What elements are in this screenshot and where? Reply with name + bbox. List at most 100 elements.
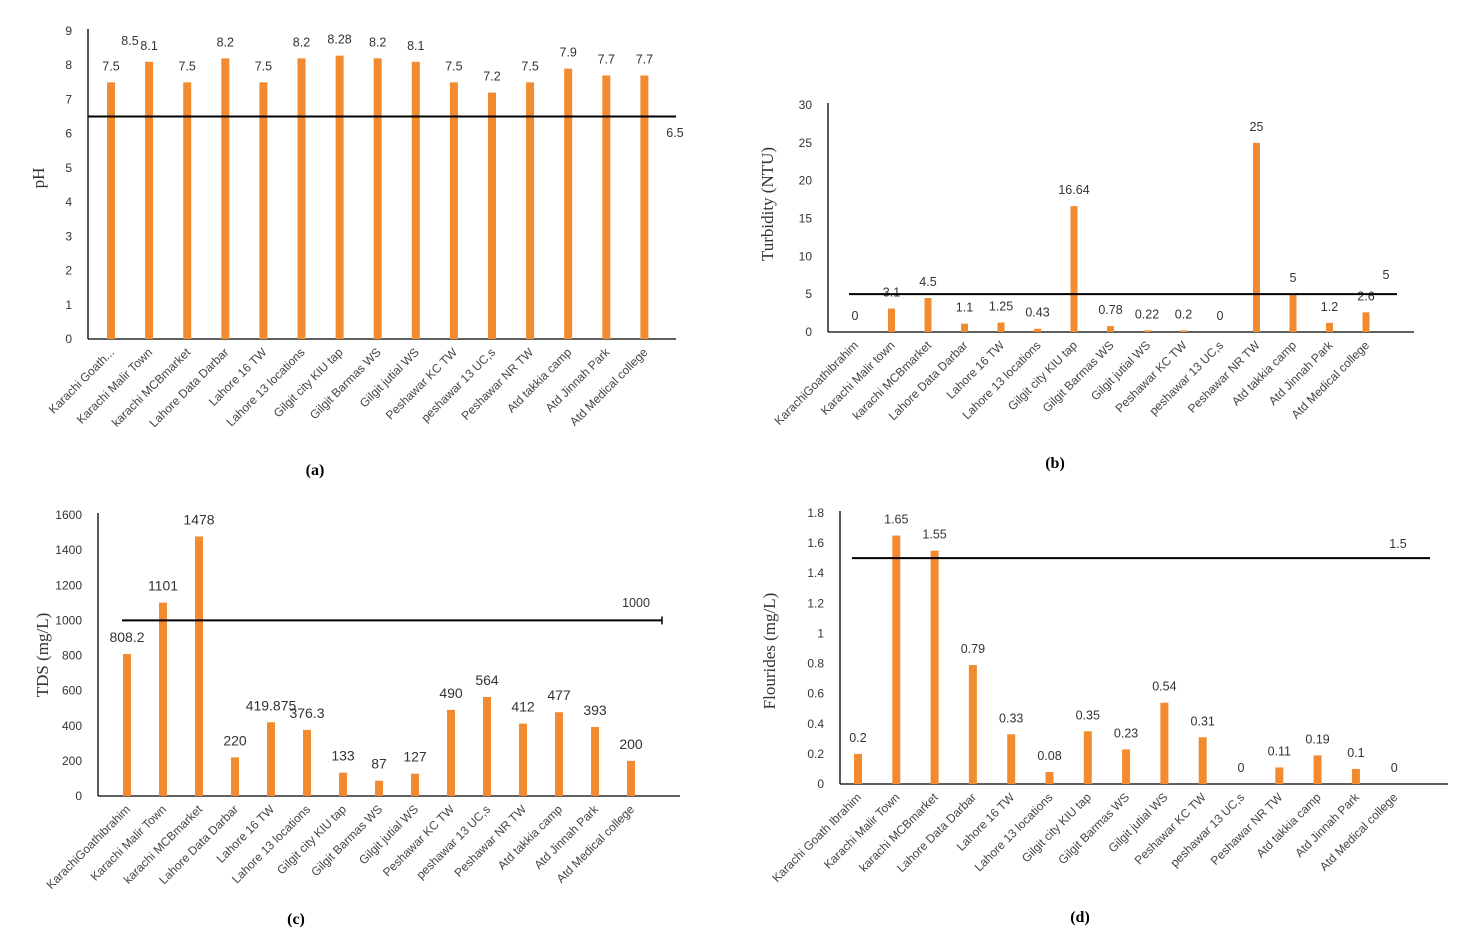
- bar-value-label: 7.2: [483, 70, 500, 84]
- bar: [1045, 771, 1054, 784]
- bar-value-label: 0.31: [1191, 714, 1215, 728]
- bar: [488, 92, 496, 339]
- bar-value-label: 0.08: [1037, 749, 1061, 763]
- y-tick-label: 4: [65, 195, 72, 209]
- y-tick-label: 200: [62, 754, 82, 768]
- y-tick-label: 0: [65, 332, 72, 346]
- bar: [526, 82, 535, 339]
- bar: [267, 722, 275, 796]
- bar-value-label: 7.5: [102, 59, 119, 73]
- bar-value-label: 0: [1391, 761, 1398, 775]
- bar: [1083, 731, 1092, 784]
- bar-value-label: 2.6: [1357, 289, 1374, 303]
- bar-value-label: 0: [852, 309, 859, 323]
- y-tick-label: 0: [805, 325, 812, 339]
- bar: [1107, 326, 1114, 332]
- bar-value-label: 1.2: [1321, 300, 1338, 314]
- bar: [183, 82, 192, 339]
- category-label: Gilgit Barmas WS: [1055, 790, 1132, 867]
- y-tick-label: 400: [62, 719, 82, 733]
- bar: [107, 82, 115, 339]
- bar-value-label: 3.1: [883, 286, 900, 300]
- bar-value-label: 0.54: [1152, 680, 1176, 694]
- bar-value-label: 1.1: [956, 301, 973, 315]
- panel-label: (d): [1070, 909, 1090, 926]
- chart-panel-d: 0 0.2 0.4 0.6 0.8 1 1.2 1.4 1.6 1.8 Flourides (mg/…: [760, 506, 1448, 926]
- y-tick-label: 0.8: [807, 657, 824, 671]
- bar-value-label: 1478: [183, 511, 214, 527]
- bar: [231, 757, 239, 796]
- bar-value-label: 8.28: [327, 33, 351, 47]
- y-tick-label: 1.4: [807, 566, 824, 580]
- bar-value-label: 0.19: [1305, 732, 1329, 746]
- bar-value-label: 808.2: [109, 629, 144, 645]
- bar: [1289, 294, 1297, 332]
- bar-value-label: 16.64: [1058, 183, 1089, 197]
- bar-value-label: 0.23: [1114, 726, 1138, 740]
- y-tick-label: 0: [817, 777, 824, 791]
- bar-value-label: 0: [1217, 309, 1224, 323]
- bar: [195, 536, 203, 796]
- bar-value-label: 0.35: [1076, 708, 1100, 722]
- bar: [373, 58, 382, 339]
- threshold-label: 1000: [622, 596, 650, 610]
- y-tick-label: 1: [817, 626, 824, 640]
- bar-value-label: 0.43: [1025, 306, 1049, 320]
- bar-value-label: 4.5: [919, 275, 936, 289]
- y-tick-label: 800: [62, 649, 82, 663]
- chart-panel-c: 0 200 400 600 800 1000 1200 1400 1600 TDS (mg/L) 8…: [33, 508, 680, 928]
- bar: [259, 82, 268, 339]
- bar: [1143, 330, 1151, 332]
- category-label: Gilgit city KIU tap: [1019, 790, 1094, 865]
- y-tick-label: 30: [799, 98, 813, 112]
- bar: [1160, 702, 1169, 784]
- bar-value-label: 0.78: [1098, 303, 1122, 317]
- y-axis-label: TDS (mg/L): [33, 613, 52, 698]
- category-label: Gilgit city KIU tap: [271, 345, 346, 420]
- category-label: Atd takkia camp: [1229, 338, 1299, 408]
- bar: [449, 82, 458, 339]
- bar: [1070, 206, 1078, 332]
- bar: [924, 297, 932, 332]
- category-label: Atd Jinnah Park: [1266, 338, 1337, 409]
- bar: [892, 535, 901, 784]
- bar-value-label: 7.5: [255, 59, 272, 73]
- bar-value-label: 0.33: [999, 711, 1023, 725]
- bar-value-label: 0.79: [961, 642, 985, 656]
- y-tick-label: 7: [65, 92, 72, 106]
- y-tick-label: 1000: [55, 613, 82, 627]
- bar: [519, 723, 527, 796]
- y-tick-label: 3: [65, 229, 72, 243]
- bar-value-label: 25: [1250, 120, 1264, 134]
- bar-value-label: 8.1: [407, 39, 424, 53]
- bar: [1034, 328, 1041, 332]
- bar: [1122, 749, 1131, 784]
- bar: [1275, 767, 1284, 784]
- y-tick-label: 1.8: [807, 506, 824, 520]
- bar-value-label: 7.5: [445, 59, 462, 73]
- bar: [1198, 737, 1207, 784]
- bar: [335, 55, 344, 339]
- y-tick-label: 0.2: [807, 747, 824, 761]
- y-tick-label: 1600: [55, 508, 82, 522]
- bar-value-label: 7.7: [636, 52, 653, 66]
- bar-value-label: 393: [583, 702, 607, 718]
- bar: [303, 729, 311, 796]
- threshold-label: 6.5: [666, 126, 683, 140]
- y-tick-label: 1.2: [807, 596, 824, 610]
- bar-value-label: 0.2: [1175, 307, 1192, 321]
- panel-label: (b): [1045, 455, 1065, 472]
- bar-value-label: 490: [439, 685, 463, 701]
- extra-value-label: 8.5: [121, 34, 138, 48]
- bar-value-label: 0.22: [1135, 307, 1159, 321]
- y-tick-label: 5: [805, 287, 812, 301]
- bar: [627, 760, 635, 796]
- bar-value-label: 200: [619, 736, 643, 752]
- y-axis-label: Turbidity (NTU): [758, 147, 777, 261]
- bar-value-label: 8.2: [217, 35, 234, 49]
- y-tick-label: 1: [65, 298, 72, 312]
- threshold-label: 5: [1383, 268, 1390, 282]
- bar-value-label: 376.3: [289, 705, 324, 721]
- bar: [1351, 768, 1360, 784]
